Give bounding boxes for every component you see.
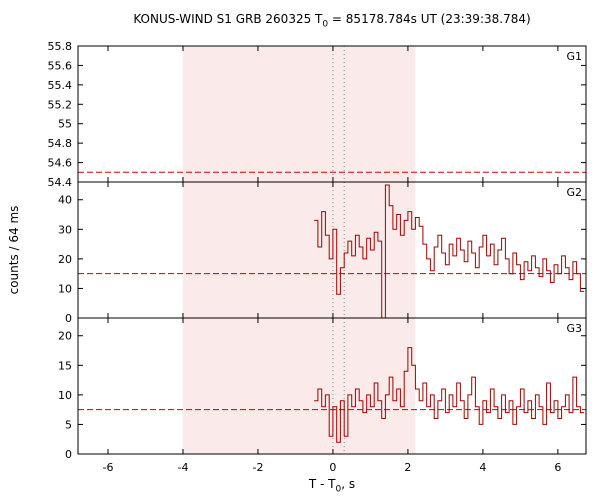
panel-label-g2: G2 [566,186,582,199]
y-axis-label: counts / 64 ms [7,205,21,295]
x-tick-label: 2 [404,461,411,474]
shaded-interval [182,318,416,454]
x-axis-label-post: , s [341,476,356,491]
y-tick-label: 10 [58,389,72,402]
chart-title-sub: 0 [322,19,329,30]
y-tick-label: 55.4 [48,79,73,92]
y-tick-label: 0 [65,312,72,325]
panel-g3: 0 5 10 15 20 [58,317,587,461]
shaded-interval [182,182,416,318]
shaded-interval [182,46,416,182]
x-tick-label: 6 [554,461,561,474]
chart-title-post: = 85178.784s UT (23:39:38.784) [328,12,531,26]
y-tick-label: 30 [58,223,72,236]
y-tick-label: 5 [65,418,72,431]
y-tick-label: 10 [58,282,72,295]
panel-g2: 0 10 20 30 40 [58,181,587,325]
x-axis-label: T - T0, s [0,477,600,494]
light-curve-trace [314,184,585,319]
y-tick-label: 54.4 [48,176,73,189]
y-tick-label: 55.2 [48,98,73,111]
y-tick-label: 55 [58,118,72,131]
y-tick-label: 54.8 [48,137,73,150]
y-tick-label: 40 [58,194,72,207]
x-tick-label: -4 [177,461,188,474]
x-tick-label: -2 [252,461,263,474]
x-axis-label-pre: T - T [308,476,336,491]
panel-g1: 54.4 54.6 54.8 55 55.2 55.4 55.6 55.8 [48,40,587,189]
chart-title: KONUS-WIND S1 GRB 260325 T0 = 85178.784s… [0,12,600,29]
y-tick-label: 54.6 [48,157,73,170]
x-axis-label-sub: 0 [335,484,342,494]
y-tick-label: 20 [58,330,72,343]
light-curve-trace [314,347,585,443]
x-tick-label: 0 [329,461,336,474]
y-tick-label: 15 [58,359,72,372]
y-tick-label: 55.6 [48,59,73,72]
x-tick-label: -6 [103,461,114,474]
chart-title-pre: KONUS-WIND S1 GRB 260325 T [133,12,323,26]
panel-frame [77,317,587,455]
y-tick-label: 0 [65,448,72,461]
x-tick-label: 4 [479,461,486,474]
y-tick-label: 55.8 [48,40,73,53]
panel-label-g3: G3 [566,322,582,335]
panel-label-g1: G1 [566,50,582,63]
y-tick-label: 20 [58,253,72,266]
